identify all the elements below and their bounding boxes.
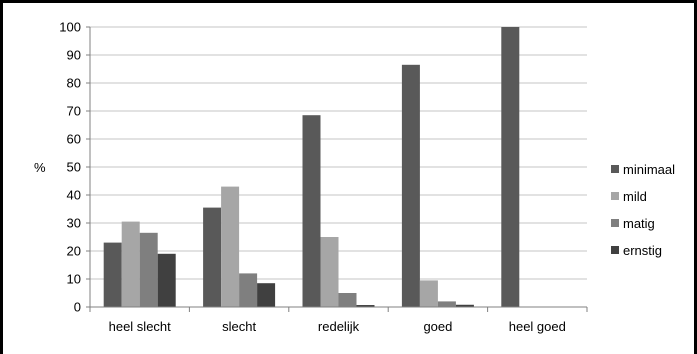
bar-minimaal-1	[203, 207, 222, 307]
y-tick-label: 30	[67, 216, 81, 231]
legend-label: ernstig	[623, 243, 662, 258]
x-axis: heel slecht slecht redelijk goed heel goed	[89, 306, 588, 334]
bar-matig-1	[239, 273, 258, 307]
y-tick-label: 10	[67, 272, 81, 287]
x-category-label: heel slecht	[109, 319, 172, 334]
bar-mild-3	[419, 280, 438, 307]
legend-swatch-matig	[611, 219, 619, 227]
bar-matig-3	[437, 301, 456, 307]
bar-matig-0	[139, 232, 158, 307]
y-tick-label: 0	[74, 300, 81, 315]
x-category-label: goed	[423, 319, 452, 334]
y-tick-label: 60	[67, 132, 81, 147]
y-tick-label: 40	[67, 188, 81, 203]
y-tick-label: 100	[59, 20, 81, 35]
y-axis-ticks: 0 10 20 30 40 50 60 70 80 90 100	[59, 20, 91, 315]
legend-swatch-minimaal	[611, 165, 619, 173]
x-category-label: redelijk	[318, 319, 360, 334]
bar-ernstig-3	[455, 304, 474, 307]
y-tick-label: 50	[67, 160, 81, 175]
legend: minimaal mild matig ernstig	[611, 162, 675, 258]
bar-minimaal-3	[401, 64, 420, 307]
legend-swatch-mild	[611, 192, 619, 200]
legend-label: minimaal	[623, 162, 675, 177]
legend-label: mild	[623, 189, 647, 204]
bar-matig-2	[338, 293, 357, 307]
legend-label: matig	[623, 216, 655, 231]
bar-minimaal-0	[103, 242, 122, 307]
y-tick-label: 70	[67, 104, 81, 119]
y-tick-label: 20	[67, 244, 81, 259]
bar-minimaal-4	[501, 27, 520, 307]
bar-minimaal-2	[302, 115, 321, 307]
y-tick-label: 80	[67, 76, 81, 91]
bar-mild-2	[320, 237, 339, 307]
bar-ernstig-1	[257, 283, 276, 307]
y-tick-label: 90	[67, 48, 81, 63]
x-category-label: heel goed	[509, 319, 566, 334]
x-category-label: slecht	[222, 319, 256, 334]
bar-ernstig-2	[356, 305, 375, 307]
legend-swatch-ernstig	[611, 246, 619, 254]
bar-mild-1	[221, 186, 240, 307]
bar-ernstig-0	[157, 253, 176, 307]
bar-mild-0	[121, 221, 140, 307]
bars	[103, 27, 520, 307]
y-axis-label: %	[34, 160, 46, 175]
